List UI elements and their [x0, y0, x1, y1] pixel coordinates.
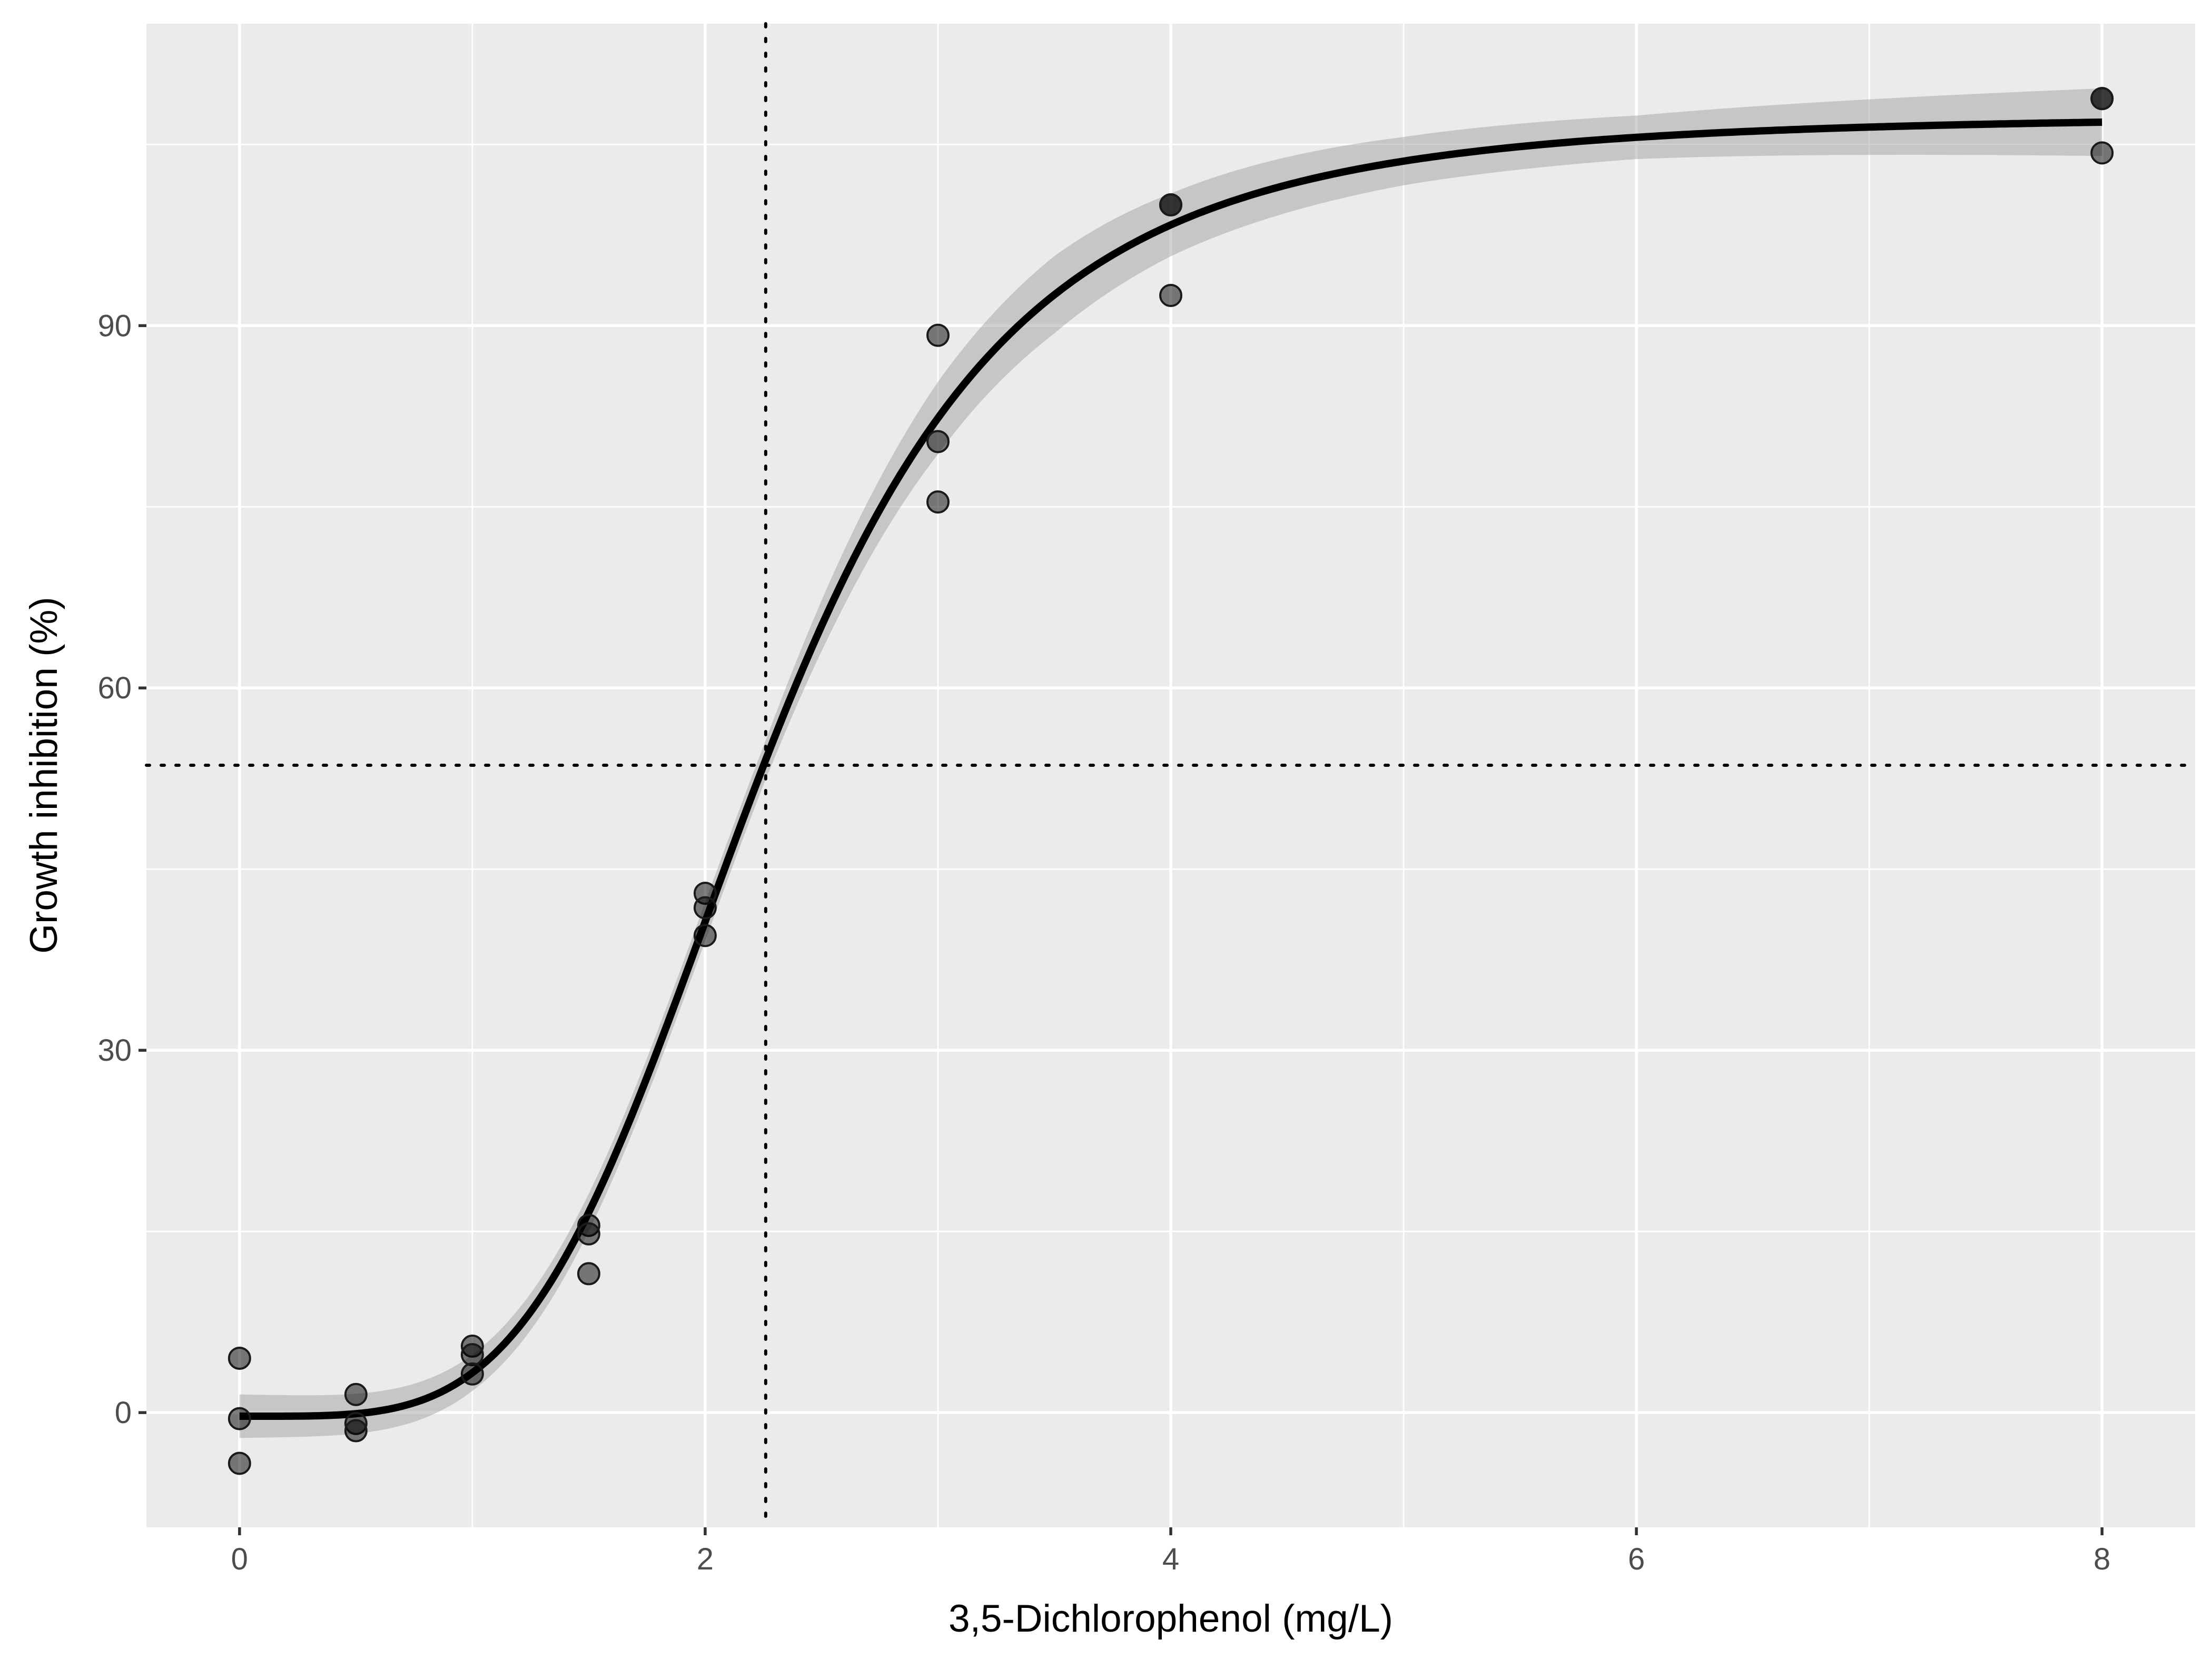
- y-tick-label: 90: [97, 309, 132, 343]
- y-tick-label: 0: [115, 1396, 132, 1430]
- x-tick-label: 8: [2094, 1542, 2110, 1576]
- data-point: [2090, 141, 2114, 165]
- fitted-curve-layer: [239, 118, 2102, 1420]
- data-point: [228, 1451, 251, 1475]
- data-point: [577, 1222, 600, 1246]
- data-point: [344, 1382, 368, 1406]
- data-point: [344, 1419, 368, 1443]
- data-point: [460, 1343, 484, 1367]
- x-axis: 0 2 4 6 8: [231, 1527, 2110, 1576]
- x-tick-label: 6: [1628, 1542, 1645, 1576]
- data-point: [228, 1346, 251, 1370]
- data-point: [1159, 193, 1182, 216]
- data-point: [926, 323, 950, 347]
- y-axis: 0 30 60 90: [97, 309, 146, 1430]
- data-point: [926, 490, 950, 514]
- data-point: [1159, 283, 1182, 307]
- y-tick-label: 30: [97, 1033, 132, 1068]
- reference-lines-layer: [145, 22, 2197, 1529]
- data-point: [2090, 87, 2114, 111]
- data-point: [577, 1262, 600, 1286]
- x-tick-label: 2: [697, 1542, 714, 1576]
- data-point: [693, 924, 717, 947]
- fitted-curve: [239, 118, 2102, 1420]
- x-tick-label: 0: [231, 1542, 248, 1576]
- major-gridlines: [146, 24, 2195, 1527]
- x-tick-label: 4: [1162, 1542, 1179, 1576]
- data-point: [926, 430, 950, 453]
- data-point: [693, 896, 717, 920]
- x-axis-title: 3,5-Dichlorophenol (mg/L): [949, 1597, 1393, 1640]
- data-point: [460, 1362, 484, 1386]
- data-points-layer: [228, 87, 2114, 1475]
- y-tick-label: 60: [97, 671, 132, 705]
- data-point: [228, 1407, 251, 1430]
- y-axis-title: Growth inhibition (%): [23, 597, 65, 954]
